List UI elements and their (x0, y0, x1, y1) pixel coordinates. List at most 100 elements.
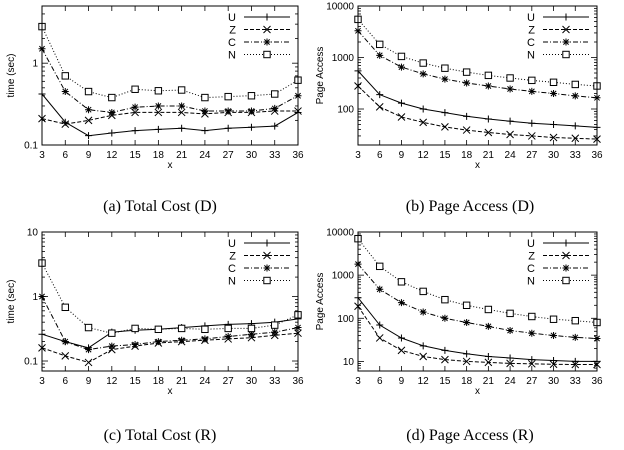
data-point-N (108, 93, 116, 102)
x-tick-label: 15 (439, 376, 451, 387)
data-point-Z (484, 358, 493, 367)
data-point-Z (61, 120, 70, 128)
data-point-Z (441, 355, 449, 364)
data-point-N (506, 309, 514, 318)
data-point-C (271, 104, 279, 112)
data-point-N (376, 40, 384, 49)
x-tick-label: 18 (461, 150, 473, 161)
y-tick-label: 100 (337, 105, 354, 116)
data-point-N (154, 325, 163, 334)
legend-label-Z: Z (528, 251, 535, 263)
legend-label-N: N (228, 276, 236, 288)
data-point-U (528, 356, 536, 364)
data-point-C (550, 89, 558, 97)
data-point-C (85, 346, 93, 354)
data-point-C (224, 107, 232, 115)
chart-caption: (c) Total Cost (R) (104, 427, 217, 444)
data-point-C (108, 108, 116, 116)
data-point-N (108, 329, 116, 337)
x-tick-label: 24 (199, 376, 211, 387)
x-tick-label: 15 (130, 150, 142, 161)
data-point-N (528, 76, 536, 85)
y-tick-label: 0.1 (24, 357, 38, 368)
legend-marker-Z (562, 25, 570, 34)
data-point-N (201, 93, 209, 102)
data-point-N (61, 303, 69, 312)
data-point-U (154, 125, 162, 133)
x-tick-label: 3 (39, 150, 45, 161)
data-point-C (85, 106, 93, 114)
data-point-Z (527, 132, 536, 140)
data-point-Z (397, 113, 406, 121)
legend-label-N: N (527, 276, 535, 288)
x-tick-label: 21 (176, 150, 188, 161)
x-tick-label: 30 (548, 376, 560, 387)
x-tick-label: 21 (483, 150, 495, 161)
data-point-N (528, 312, 536, 321)
x-tick-label: 9 (399, 150, 405, 161)
data-point-C (271, 328, 279, 336)
data-point-C (61, 338, 69, 346)
data-point-N (224, 92, 232, 101)
y-tick-label: 10 (343, 357, 355, 368)
x-axis-label: x (475, 386, 480, 397)
data-point-N (549, 78, 558, 86)
x-tick-label: 33 (570, 376, 582, 387)
legend-label-U: U (228, 12, 236, 24)
x-tick-label: 3 (39, 376, 45, 387)
data-point-Z (484, 128, 493, 137)
y-axis-label: Page Access (315, 47, 326, 105)
legend-label-C: C (228, 37, 236, 49)
data-point-C (247, 107, 255, 115)
legend-marker-Z (263, 251, 271, 260)
data-point-N (84, 87, 93, 96)
x-tick-label: 24 (199, 150, 211, 161)
x-tick-label: 12 (106, 376, 118, 387)
data-point-C (224, 332, 232, 340)
series-line-Z (41, 332, 299, 363)
series-line-U (41, 93, 299, 137)
x-tick-label: 24 (505, 150, 517, 161)
legend-label-U: U (527, 238, 535, 250)
y-tick-label: 1000 (332, 53, 355, 64)
x-tick-label: 36 (292, 150, 304, 161)
data-point-C (571, 92, 579, 100)
data-point-Z (375, 334, 384, 342)
data-point-N (201, 325, 209, 334)
x-tick-label: 9 (86, 150, 92, 161)
data-point-U (550, 121, 558, 129)
series-line-N (41, 262, 299, 334)
data-point-C (247, 330, 255, 338)
x-tick-label: 6 (62, 376, 68, 387)
data-point-U (178, 124, 186, 132)
data-point-U (506, 354, 514, 362)
legend-marker-U (263, 239, 271, 247)
data-point-C (131, 103, 139, 111)
y-tick-label: 10000 (326, 228, 354, 239)
data-point-Z (61, 352, 70, 360)
data-point-C (397, 299, 405, 307)
data-point-C (484, 82, 492, 90)
data-point-Z (506, 130, 514, 139)
data-point-U (376, 321, 384, 329)
data-point-N (397, 52, 406, 61)
data-point-Z (84, 116, 93, 125)
legend-marker-N (562, 50, 570, 59)
plot-frame (41, 5, 299, 146)
data-point-Z (397, 346, 406, 355)
data-point-U (571, 122, 579, 130)
data-point-U (397, 99, 405, 107)
x-tick-label: 33 (269, 376, 281, 387)
data-point-N (247, 92, 256, 100)
legend-marker-C (263, 264, 271, 272)
data-point-C (528, 87, 536, 95)
data-point-C (506, 327, 514, 335)
data-point-N (484, 71, 493, 80)
data-point-N (419, 59, 427, 67)
series-line-Z (357, 85, 598, 140)
plot-frame (41, 231, 299, 372)
y-tick-label: 10 (27, 228, 39, 239)
data-point-C (419, 308, 427, 316)
